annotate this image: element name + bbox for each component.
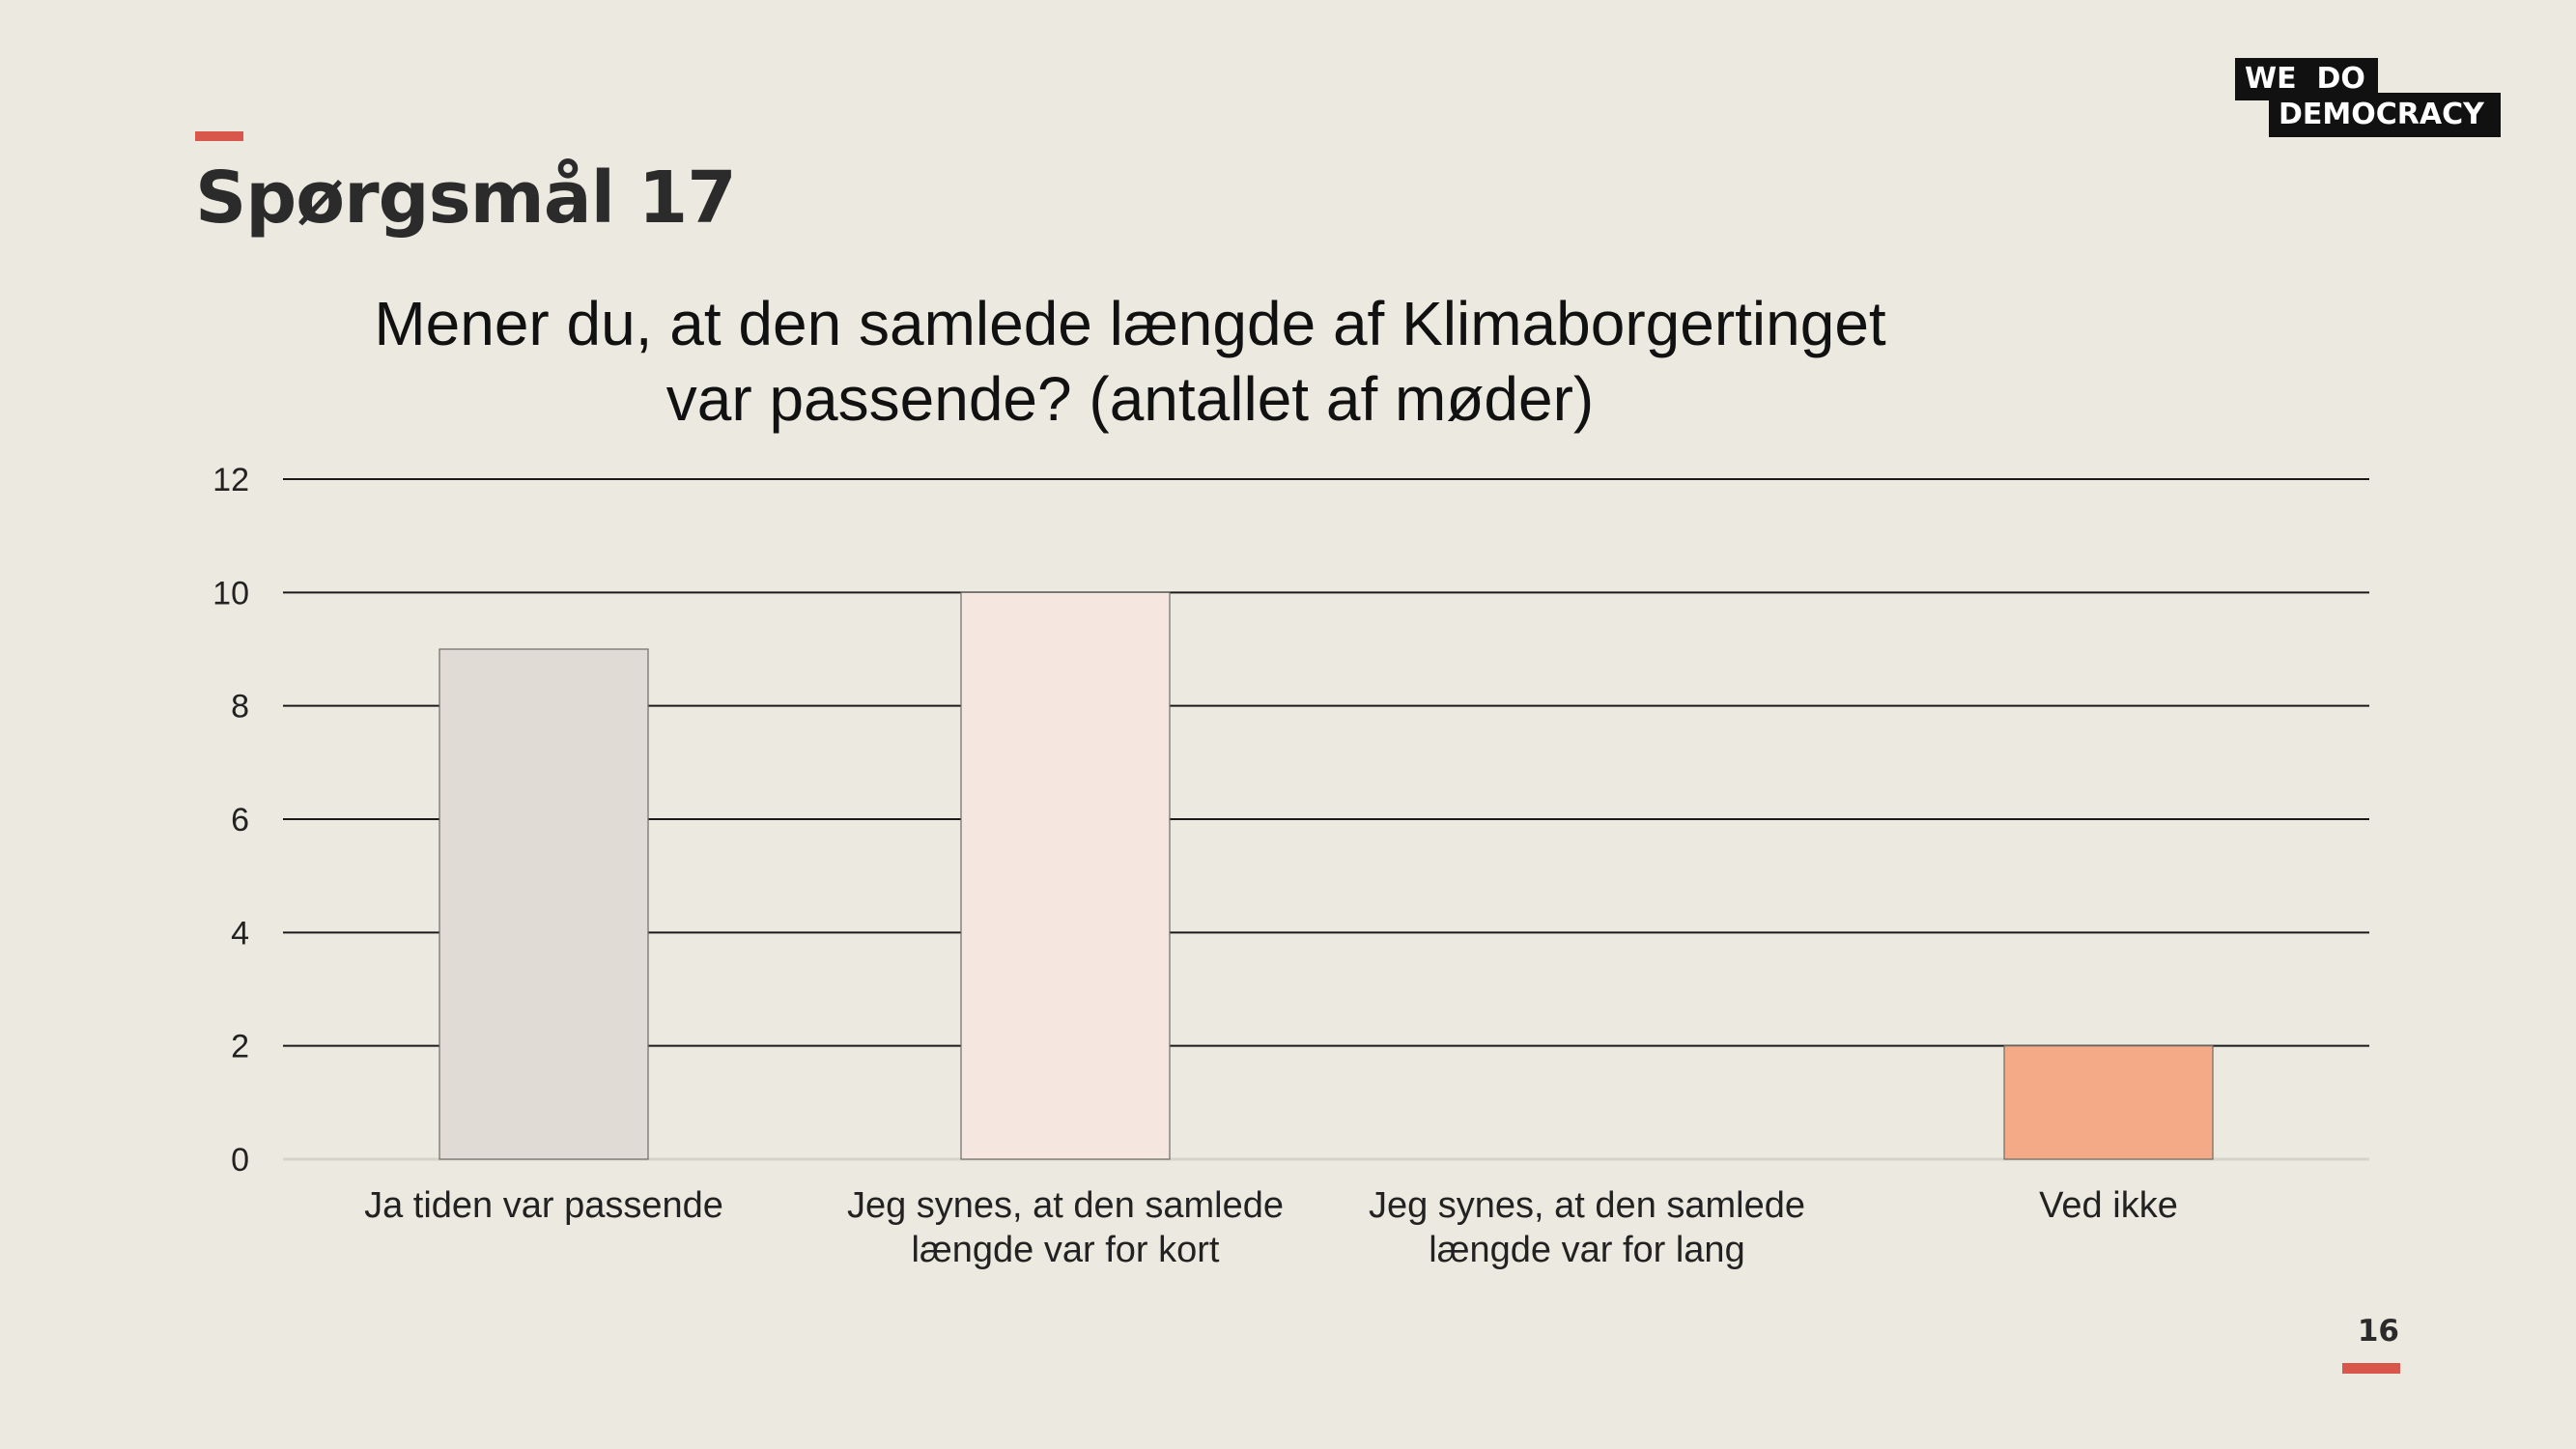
page-accent-bar xyxy=(2342,1363,2400,1374)
bar xyxy=(439,648,649,1160)
slide-title: Spørgsmål 17 xyxy=(195,156,737,240)
y-tick-label: 6 xyxy=(231,802,249,838)
bar xyxy=(960,591,1171,1160)
y-tick-label: 10 xyxy=(212,575,249,611)
x-tick-label: Ved ikke xyxy=(2039,1185,2178,1226)
page-number: 16 xyxy=(2357,1314,2399,1349)
x-tick-label: Ja tiden var passende xyxy=(364,1185,723,1226)
y-tick-label: 8 xyxy=(231,689,249,725)
x-tick-label: Jeg synes, at den samlede længde var for … xyxy=(1369,1185,1805,1270)
y-tick-label: 12 xyxy=(212,462,249,498)
y-tick-label: 4 xyxy=(231,915,249,952)
y-tick-label: 0 xyxy=(231,1142,249,1179)
we-do-democracy-logo: WE DO DEMOCRACY xyxy=(2235,58,2501,137)
x-tick-label: Jeg synes, at den samlede længde var for … xyxy=(847,1185,1284,1270)
title-accent-bar xyxy=(195,131,243,141)
bar xyxy=(2003,1045,2214,1160)
logo-line-2: DEMOCRACY xyxy=(2269,93,2501,137)
y-tick-label: 2 xyxy=(231,1029,249,1065)
chart-title: Mener du, at den samlede længde af Klima… xyxy=(374,289,1886,434)
